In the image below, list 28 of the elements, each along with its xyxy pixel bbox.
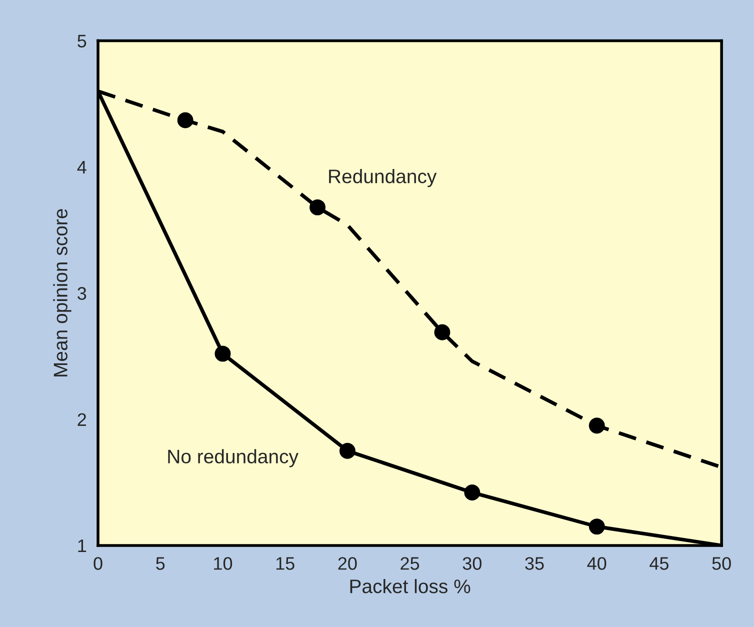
point (434, 324, 450, 340)
x-tick-label: 50 (712, 557, 731, 570)
x-tick-label: 30 (462, 557, 482, 570)
y-tick-label: 4 (77, 161, 86, 174)
point (588, 418, 605, 434)
x-tick-label: 45 (650, 557, 669, 570)
annotation: No redundancy (168, 449, 298, 468)
y-axis-title: Mean opinion score (53, 209, 72, 376)
y-tick-label: 2 (78, 413, 86, 426)
y-tick-label: 3 (78, 287, 86, 300)
point (310, 199, 326, 216)
x-tick-label: 5 (156, 557, 165, 570)
x-axis-title: Packet loss % (350, 578, 470, 594)
point (214, 346, 231, 362)
x-tick-label: 0 (94, 557, 102, 570)
x-tick-label: 40 (587, 557, 606, 570)
point (177, 112, 194, 128)
annotation: Redundancy (329, 169, 437, 188)
y-tick-label: 1 (78, 540, 86, 552)
x-tick-label: 20 (338, 557, 357, 570)
y-tick-label: 5 (78, 34, 86, 48)
point (339, 442, 356, 459)
x-tick-label: 25 (400, 557, 420, 570)
point (588, 518, 605, 535)
x-tick-label: 10 (214, 557, 232, 570)
point (464, 484, 480, 500)
x-tick-label: 15 (276, 557, 294, 570)
x-tick-label: 35 (525, 557, 544, 570)
